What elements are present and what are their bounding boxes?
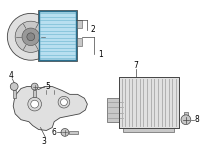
Text: 8: 8 [194,115,199,124]
Bar [184,112,188,120]
Text: 6: 6 [52,128,57,137]
Circle shape [31,83,38,90]
Circle shape [31,100,39,108]
Bar [119,77,179,128]
Circle shape [28,97,41,111]
Circle shape [61,99,67,106]
Text: 7: 7 [134,61,139,70]
Text: 3: 3 [41,137,46,146]
Bar [13,90,16,98]
Text: 4: 4 [9,71,14,80]
Text: 1: 1 [98,50,103,59]
Bar [123,128,174,132]
Circle shape [27,33,35,41]
Circle shape [15,21,46,52]
Circle shape [181,115,191,125]
Bar [77,20,82,28]
Bar [39,11,76,60]
Bar [38,10,77,61]
Polygon shape [13,87,87,130]
Bar [69,131,78,134]
Circle shape [58,96,70,108]
Bar [119,77,179,128]
Circle shape [7,13,54,60]
Text: 5: 5 [45,82,50,91]
Bar [33,90,36,97]
Circle shape [10,83,18,90]
Bar [77,38,82,46]
Bar [107,98,124,122]
Circle shape [22,28,40,46]
Circle shape [61,128,69,136]
Bar [39,11,76,60]
Text: 2: 2 [90,25,95,34]
